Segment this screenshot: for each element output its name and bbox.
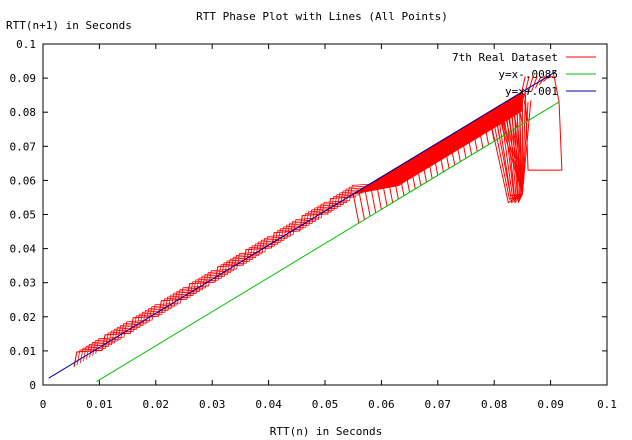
- dataset-strand: [86, 188, 369, 360]
- dataset-band-segment: [471, 122, 478, 152]
- dataset-band-segment: [380, 176, 388, 207]
- dataset-band-segment: [426, 149, 433, 179]
- y-tick-label: 0.05: [10, 209, 37, 222]
- y-tick-label: 0: [29, 379, 36, 392]
- x-tick-label: 0.02: [143, 398, 170, 411]
- dataset-band-segment: [403, 163, 411, 193]
- x-axis-label: RTT(n) in Seconds: [270, 425, 383, 438]
- x-tick-label: 0.08: [481, 398, 508, 411]
- axis-ticks: 0 0.01 0.02 0.03 0.04 0.05 0.06 0.07 0.08 0.09 0.1…: [10, 38, 617, 411]
- dataset-band-segment: [375, 180, 382, 210]
- dataset-band-segment: [358, 190, 365, 220]
- chart-title: RTT Phase Plot with Lines (All Points): [196, 10, 448, 23]
- dataset-strand: [95, 183, 378, 354]
- x-tick-label: 0: [40, 398, 47, 411]
- y-tick-label: 0.08: [10, 106, 37, 119]
- data-layer: [48, 70, 563, 383]
- dataset-excursion: [519, 76, 526, 103]
- legend-label-dataset: 7th Real Dataset: [452, 51, 558, 64]
- dataset-strand: [76, 194, 360, 366]
- dataset-band-segment: [409, 159, 416, 190]
- y-tick-label: 0.03: [10, 277, 37, 290]
- legend-label-upper-line: y=x+.001: [505, 85, 558, 98]
- dataset-band-segment: [442, 139, 450, 169]
- dataset-band-segment: [352, 193, 360, 224]
- x-tick-label: 0.07: [425, 398, 452, 411]
- dataset-band-segment: [386, 173, 394, 203]
- dataset-excursion: [523, 76, 530, 99]
- dataset-band-segment: [459, 129, 467, 159]
- legend-label-lower-line: y=x-.0085: [498, 68, 558, 81]
- dataset-band-segment: [397, 166, 405, 196]
- upper-reference-line: [48, 70, 557, 379]
- dataset-excursion: [526, 76, 534, 96]
- y-axis-label: RTT(n+1) in Seconds: [6, 19, 132, 32]
- y-tick-label: 0.04: [10, 243, 37, 256]
- x-tick-label: 0.05: [312, 398, 339, 411]
- dataset-excursion: [547, 75, 554, 79]
- dataset-band-segment: [448, 135, 456, 166]
- dataset-band-segment: [476, 118, 484, 149]
- dataset-band-segment: [392, 170, 399, 200]
- y-tick-label: 0.09: [10, 72, 37, 85]
- dataset-band-segment: [420, 153, 428, 183]
- lower-reference-line: [96, 101, 560, 383]
- x-tick-label: 0.09: [537, 398, 564, 411]
- dataset-excursion: [538, 76, 546, 86]
- y-tick-label: 0.07: [10, 140, 37, 153]
- x-tick-label: 0.1: [597, 398, 617, 411]
- dataset-band-segment: [465, 125, 473, 155]
- dataset-band-segment: [454, 132, 461, 162]
- dataset-excursion: [542, 76, 550, 82]
- y-tick-label: 0.1: [16, 38, 36, 51]
- dataset-band-segment: [431, 146, 439, 176]
- legend: 7th Real Dataset y=x-.0085 y=x+.001: [452, 51, 596, 98]
- dataset-excursion: [516, 95, 529, 202]
- y-tick-label: 0.02: [10, 311, 37, 324]
- x-tick-label: 0.03: [199, 398, 226, 411]
- dataset-excursion: [519, 93, 532, 197]
- dataset-strand: [92, 185, 375, 356]
- x-tick-label: 0.04: [255, 398, 282, 411]
- y-tick-label: 0.01: [10, 345, 37, 358]
- x-tick-label: 0.01: [86, 398, 113, 411]
- dataset-line: [73, 196, 357, 368]
- dataset-band-segment: [482, 115, 490, 145]
- dataset-series: [73, 183, 378, 368]
- dataset-band-segment: [369, 183, 377, 213]
- dataset-excursion: [524, 72, 563, 171]
- dataset-band-segment: [363, 187, 371, 217]
- x-tick-label: 0.06: [368, 398, 395, 411]
- dataset-band-segment: [414, 156, 422, 186]
- dataset-strand: [89, 186, 372, 358]
- dataset-strand: [82, 190, 366, 362]
- y-tick-label: 0.06: [10, 174, 37, 187]
- dataset-band-segment: [437, 142, 444, 172]
- dataset-strand: [79, 192, 363, 364]
